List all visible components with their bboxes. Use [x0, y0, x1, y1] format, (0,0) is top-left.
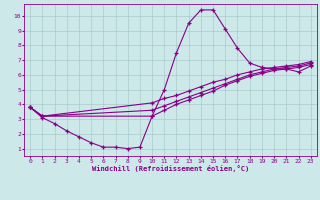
X-axis label: Windchill (Refroidissement éolien,°C): Windchill (Refroidissement éolien,°C) [92, 165, 249, 172]
